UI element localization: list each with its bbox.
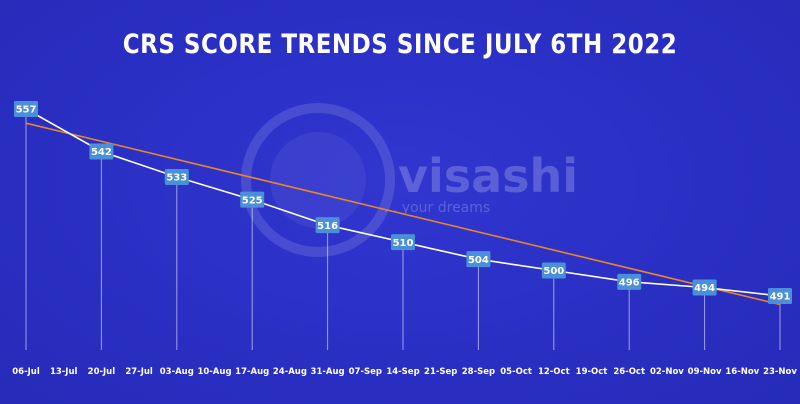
- data-label: 494: [692, 279, 717, 296]
- trendline-segment: [25, 122, 781, 306]
- x-tick-label: 02-Nov: [650, 367, 684, 377]
- trendline: [25, 122, 781, 306]
- data-label: 510: [391, 234, 415, 251]
- x-tick-label: 09-Nov: [688, 367, 722, 377]
- data-label-box: [466, 251, 491, 268]
- watermark: visashi ... your dreams: [241, 103, 578, 257]
- watermark-globe-inner-icon: [270, 132, 366, 228]
- data-label-box: [391, 234, 415, 251]
- chart-title: CRS SCORE TRENDS SINCE JULY 6TH 2022: [122, 30, 678, 60]
- data-label-value: 557: [16, 105, 37, 116]
- data-label-value: 525: [242, 195, 263, 206]
- x-axis: 06-Jul 13-Jul 20-Jul 27-Jul 03-Aug 10-Aug 17-A…: [12, 367, 797, 377]
- data-labels: 557 542 533 525 516 510 504 500 496 494 491: [14, 101, 792, 304]
- data-label: 504: [466, 251, 491, 268]
- data-label: 491: [768, 288, 792, 304]
- x-tick-label: 13-Jul: [50, 367, 78, 377]
- data-label-value: 516: [317, 221, 338, 232]
- x-tick-label: 23-Nov: [763, 367, 797, 377]
- data-label-value: 491: [770, 292, 791, 303]
- data-label-box: [768, 288, 792, 304]
- x-tick-label: 03-Aug: [160, 367, 194, 377]
- data-label-box: [617, 273, 642, 290]
- watermark-brand: visashi: [398, 149, 578, 203]
- data-label-value: 494: [694, 283, 715, 294]
- x-tick-label: 31-Aug: [311, 367, 345, 377]
- x-tick-label: 21-Sep: [424, 367, 457, 377]
- x-tick-label: 12-Oct: [538, 367, 570, 377]
- watermark-globe-icon: [241, 103, 395, 257]
- data-label-box: [315, 217, 340, 234]
- data-label-box: [164, 169, 189, 185]
- watermark-tagline: ... your dreams: [384, 200, 490, 216]
- data-label-box: [89, 143, 114, 160]
- x-tick-label: 06-Jul: [12, 367, 40, 377]
- data-label-value: 542: [91, 147, 112, 158]
- drop-lines: [25, 109, 781, 350]
- x-tick-label: 20-Jul: [88, 367, 116, 377]
- x-tick-label: 07-Sep: [349, 367, 382, 377]
- data-label: 557: [14, 101, 38, 117]
- data-label: 542: [89, 143, 114, 160]
- data-label: 500: [541, 262, 566, 279]
- data-label: 496: [617, 273, 642, 290]
- x-tick-label: 16-Nov: [725, 367, 759, 377]
- x-tick-label: 05-Oct: [500, 367, 532, 377]
- data-label-value: 496: [619, 277, 640, 288]
- x-tick-label: 28-Sep: [462, 367, 495, 377]
- data-label: 516: [315, 217, 340, 234]
- data-label-box: [14, 101, 38, 117]
- x-tick-label: 27-Jul: [125, 367, 153, 377]
- x-tick-label: 19-Oct: [576, 367, 608, 377]
- data-label-value: 533: [166, 173, 187, 184]
- x-tick-label: 14-Sep: [386, 367, 419, 377]
- data-label-value: 500: [543, 266, 564, 277]
- x-tick-label: 10-Aug: [197, 367, 231, 377]
- data-label-box: [692, 279, 717, 296]
- x-tick-label: 24-Aug: [273, 367, 307, 377]
- x-tick-label: 17-Aug: [235, 367, 269, 377]
- data-label-value: 510: [393, 238, 414, 249]
- data-label: 525: [240, 191, 265, 208]
- x-tick-label: 26-Oct: [613, 367, 645, 377]
- data-label-value: 504: [468, 255, 489, 266]
- data-label-box: [240, 191, 265, 208]
- data-label-box: [541, 262, 566, 279]
- data-label: 533: [164, 169, 189, 185]
